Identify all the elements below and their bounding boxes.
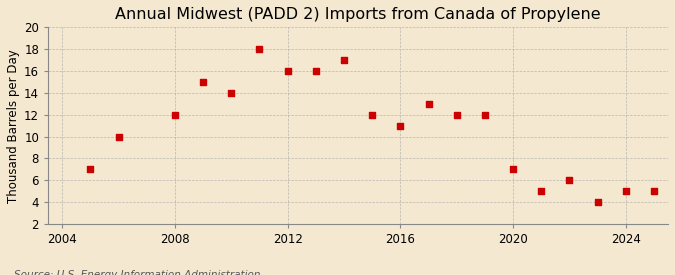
Point [452, 112, 462, 117]
Point [592, 200, 603, 204]
Point [367, 112, 377, 117]
Point [85, 167, 96, 172]
Point [113, 134, 124, 139]
Point [339, 58, 350, 62]
Point [169, 112, 180, 117]
Point [198, 80, 209, 84]
Point [395, 123, 406, 128]
Point [226, 91, 237, 95]
Point [423, 101, 434, 106]
Point [536, 189, 547, 193]
Title: Annual Midwest (PADD 2) Imports from Canada of Propylene: Annual Midwest (PADD 2) Imports from Can… [115, 7, 601, 22]
Point [649, 189, 659, 193]
Point [254, 47, 265, 51]
Point [508, 167, 518, 172]
Point [282, 69, 293, 73]
Y-axis label: Thousand Barrels per Day: Thousand Barrels per Day [7, 49, 20, 202]
Text: Source: U.S. Energy Information Administration: Source: U.S. Energy Information Administ… [14, 271, 260, 275]
Point [620, 189, 631, 193]
Point [479, 112, 490, 117]
Point [564, 178, 575, 183]
Point [310, 69, 321, 73]
